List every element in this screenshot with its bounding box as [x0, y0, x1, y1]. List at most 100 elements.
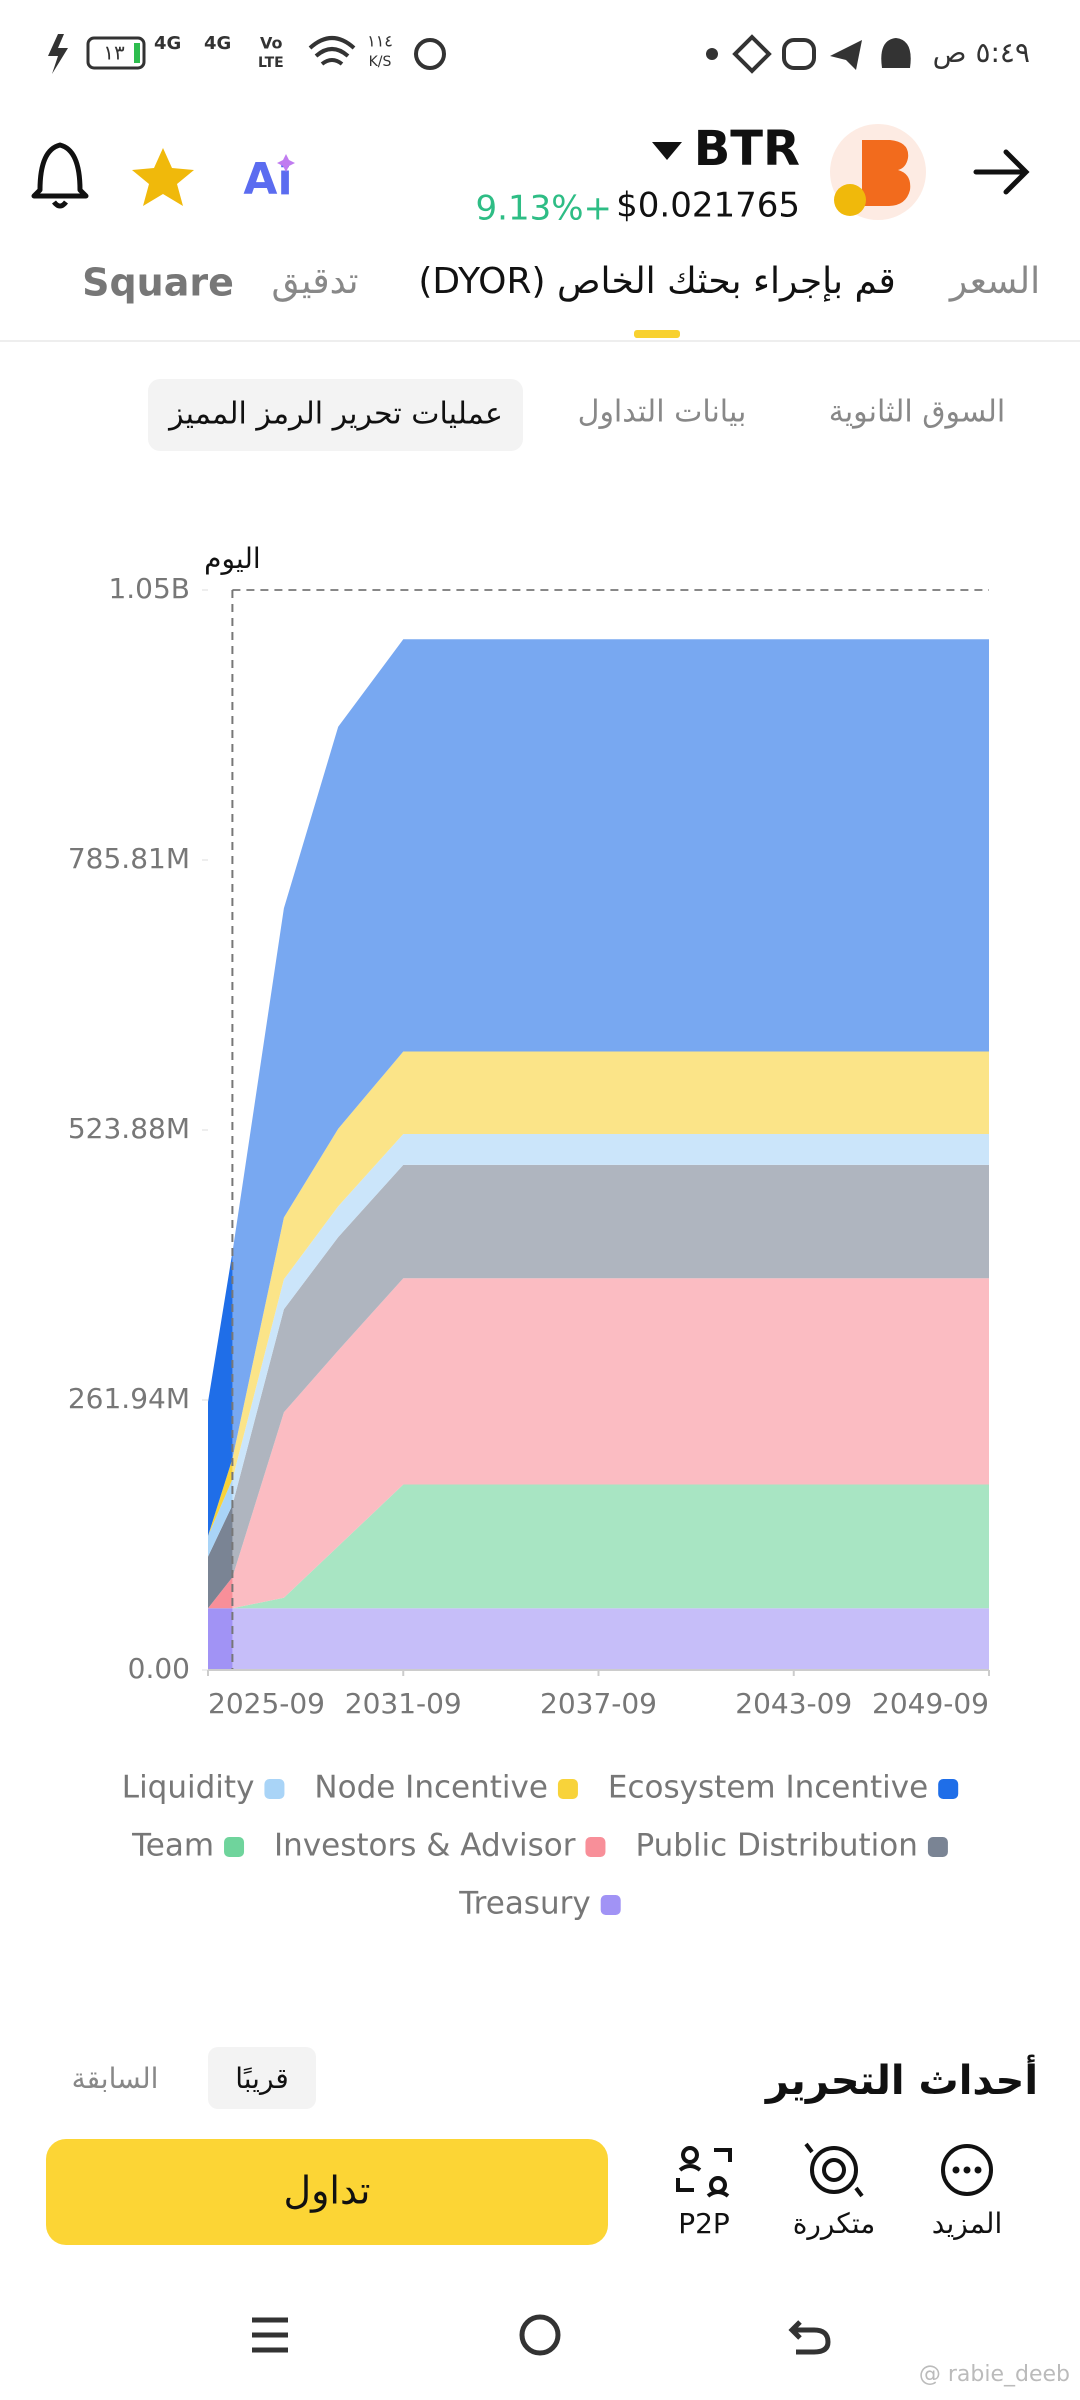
status-bar: ١٣ 4G 4G Vo LTE ١١٤ K/S ٥:٤٩ ص — [48, 32, 1030, 74]
tabs: السعر قم بإجراء بحثك الخاص (DYOR) تدقيق … — [0, 261, 1080, 342]
battery-icon — [86, 36, 146, 70]
x-tick-label: 2043-09 — [735, 1687, 852, 1720]
legend-swatch — [600, 1895, 621, 1915]
events-header: أحداث التحرير قريبًا السابقة — [72, 2047, 1038, 2109]
legend-swatch — [927, 1837, 948, 1857]
y-tick-label: 785.81M — [68, 842, 190, 875]
legend-label: Team — [131, 1828, 214, 1864]
speed-unit: K/S — [369, 54, 392, 70]
legend-label: Treasury — [458, 1886, 590, 1922]
network-text: 4G — [154, 33, 181, 54]
legend-item[interactable]: Liquidity — [122, 1770, 285, 1806]
recurring-icon[interactable] — [804, 2142, 864, 2198]
legend-label: Investors & Advisor — [274, 1828, 576, 1864]
chain-badge — [834, 184, 866, 216]
telegram-icon — [830, 40, 862, 70]
ai-spark — [277, 154, 295, 172]
legend-swatch — [585, 1837, 606, 1857]
legend-swatch — [938, 1779, 959, 1799]
legend-label: Node Incentive — [314, 1770, 548, 1806]
sub-tabs: السوق الثانوية بيانات التداول عمليات تحر… — [148, 379, 1005, 451]
bell-icon[interactable] — [31, 142, 89, 209]
trade-button[interactable] — [46, 2139, 608, 2245]
legend-swatch — [224, 1837, 245, 1857]
p2p-icon[interactable] — [676, 2146, 732, 2198]
area — [208, 1164, 989, 1609]
events-tab[interactable]: قريبًا — [235, 2062, 289, 2095]
battery-level — [134, 43, 140, 63]
events-tab[interactable]: السابقة — [72, 2062, 159, 2095]
chart: 0.00 261.94M 523.88M 785.81M 1.05B اليوم 2025-… — [68, 542, 990, 1922]
more-dot — [974, 2166, 982, 2174]
nav-menu[interactable] — [252, 2317, 288, 2353]
volte-text: LTE — [258, 55, 284, 71]
legend-item[interactable]: Team — [131, 1828, 245, 1864]
clock: ٥:٤٩ ص — [933, 36, 1030, 69]
tab[interactable]: تدقيق — [271, 261, 358, 302]
trade-label[interactable]: تداول — [283, 2169, 370, 2214]
nav-home[interactable] — [519, 2314, 561, 2356]
app-icon — [782, 38, 816, 70]
dropdown-arrow[interactable] — [652, 142, 682, 160]
nav-back[interactable] — [788, 2320, 831, 2355]
network-text: 4G — [204, 33, 231, 54]
speed-text: ١١٤ — [367, 32, 393, 51]
x-tick-label: 2031-09 — [345, 1687, 462, 1720]
tab-active[interactable]: قم بإجراء بحثك الخاص (DYOR) — [418, 261, 895, 302]
legend-item[interactable]: Node Incentive — [314, 1770, 578, 1806]
legend-item[interactable]: Investors & Advisor — [274, 1828, 606, 1864]
legend-swatch — [264, 1779, 285, 1799]
action-label[interactable]: المزيد — [932, 2207, 1002, 2240]
legend-item[interactable]: Public Distribution — [635, 1828, 948, 1864]
legend-item[interactable]: Treasury — [458, 1886, 621, 1922]
legend-swatch — [557, 1779, 578, 1799]
area — [208, 1051, 989, 1536]
events-tab-pill[interactable] — [208, 2047, 316, 2109]
binance-icon — [732, 34, 772, 74]
more-icon[interactable] — [941, 2144, 993, 2196]
alarm-icon — [414, 38, 446, 70]
nav-bar — [252, 2314, 831, 2356]
coin-logo-mark — [862, 140, 911, 206]
favorite-star[interactable] — [132, 148, 194, 206]
battery-text: ١٣ — [103, 41, 125, 65]
share-arrow[interactable] — [973, 149, 1030, 195]
charging-icon — [48, 34, 68, 74]
y-tick-label: 261.94M — [68, 1382, 190, 1415]
price: $0.021765 — [616, 186, 800, 226]
action-label[interactable]: متكررة — [793, 2207, 876, 2240]
legend-item[interactable]: Ecosystem Incentive — [608, 1770, 959, 1806]
snapchat-icon — [881, 38, 911, 68]
area — [208, 639, 989, 1536]
more-dot — [952, 2166, 960, 2174]
sub-tab[interactable]: بيانات التداول — [578, 395, 747, 430]
x-tick-label: 2049-09 — [872, 1687, 989, 1720]
watermark: @ rabie_deeb — [919, 2362, 1070, 2387]
sub-tab[interactable]: السوق الثانوية — [829, 395, 1006, 430]
future-overlay — [232, 590, 989, 1670]
area — [208, 1484, 989, 1609]
area — [208, 1278, 989, 1609]
y-tick-label: 523.88M — [68, 1112, 190, 1145]
symbol[interactable]: BTR — [694, 121, 800, 177]
legend-label: Public Distribution — [635, 1828, 917, 1864]
sub-tab-pill[interactable] — [148, 379, 523, 451]
sub-tab-active[interactable]: عمليات تحرير الرمز المميز — [167, 397, 503, 432]
x-tick-label: 2037-09 — [540, 1687, 657, 1720]
area — [208, 1608, 989, 1670]
action-label[interactable]: P2P — [678, 2207, 730, 2240]
tab[interactable]: Square — [82, 261, 234, 305]
bottom-bar: تداول P2P متكررة المزيد — [0, 2110, 1080, 2280]
x-tick-label: 2025-09 — [208, 1687, 325, 1720]
volte-text: Vo — [260, 34, 283, 53]
price-change: 9.13%+ — [476, 189, 613, 229]
y-tick-label: 1.05B — [108, 572, 190, 605]
annotation: اليوم — [204, 542, 261, 575]
header: Ai BTR $0.021765 9.13%+ — [31, 121, 1030, 229]
tab[interactable]: السعر — [948, 261, 1040, 302]
more-dot — [963, 2166, 971, 2174]
legend-label: Ecosystem Incentive — [608, 1770, 928, 1806]
dot-icon — [706, 48, 718, 60]
